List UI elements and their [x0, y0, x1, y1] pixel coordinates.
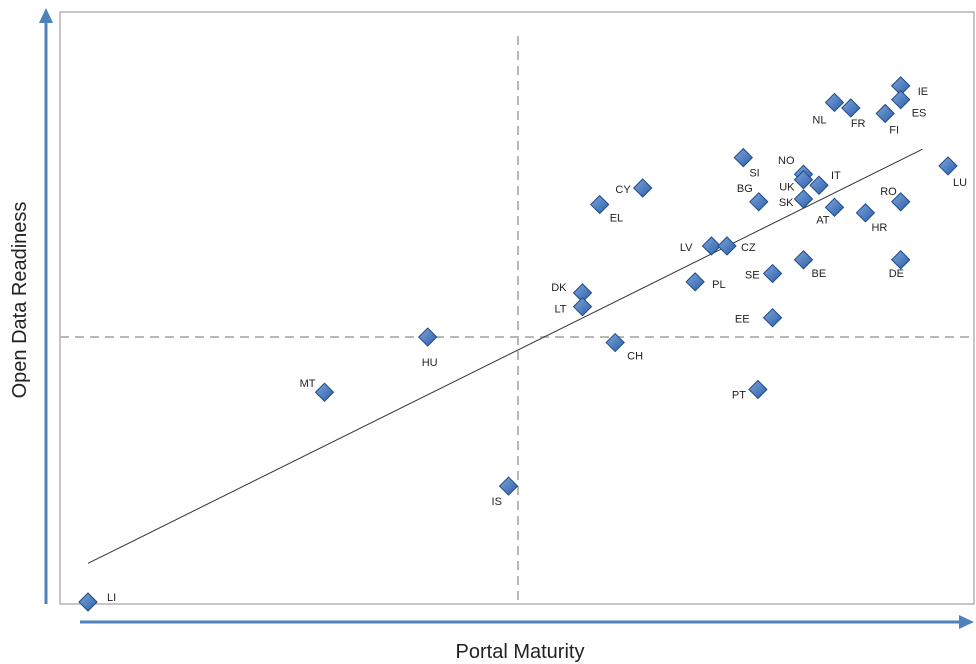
data-label-el: EL	[610, 213, 623, 225]
x-axis-arrow	[80, 615, 974, 629]
data-point-se	[762, 263, 783, 284]
y-axis-title: Open Data Readiness	[9, 202, 31, 399]
y-axis-arrow	[39, 8, 53, 604]
data-label-mt: MT	[300, 378, 316, 390]
data-label-ro: RO	[880, 186, 897, 198]
data-label-de: DE	[889, 268, 904, 280]
data-label-no: NO	[778, 155, 795, 167]
data-point-fi	[875, 103, 895, 124]
data-label-lu: LU	[953, 177, 967, 189]
data-label-uk: UK	[779, 182, 795, 194]
data-label-hr: HR	[871, 222, 887, 234]
data-label-ie: IE	[918, 86, 928, 98]
data-label-es: ES	[912, 108, 927, 120]
data-point-de	[890, 250, 911, 270]
data-point-pt	[748, 379, 768, 400]
data-label-cz: CZ	[741, 242, 756, 254]
data-label-se: SE	[745, 270, 760, 282]
data-label-at: AT	[816, 214, 830, 226]
trend-line	[87, 148, 923, 564]
data-point-bg	[749, 192, 769, 212]
data-point-it	[809, 175, 829, 195]
data-point-lv	[701, 236, 722, 256]
data-label-fi: FI	[889, 124, 899, 136]
data-point-ch	[605, 332, 625, 353]
data-point-li	[78, 592, 98, 612]
data-point-el	[589, 194, 610, 215]
data-point-sk	[793, 189, 814, 209]
data-label-lv: LV	[680, 242, 693, 254]
data-point-hr	[855, 203, 876, 223]
data-label-bg: BG	[737, 183, 753, 195]
data-label-sk: SK	[779, 197, 794, 209]
data-label-si: SI	[749, 168, 759, 180]
data-label-nl: NL	[812, 114, 826, 126]
data-point-lu	[938, 156, 958, 176]
data-point-uk	[793, 170, 814, 190]
data-points: IE ES NL FR FI LU SI NO UK IT BG SK AT HR RO CY EL LV CZ BE…	[78, 76, 967, 612]
data-label-ch: CH	[627, 351, 643, 363]
data-point-nl	[824, 92, 845, 113]
data-label-fr: FR	[851, 118, 866, 130]
data-point-lt	[572, 296, 593, 317]
data-label-dk: DK	[551, 282, 567, 294]
data-point-mt	[314, 382, 335, 402]
data-label-is: IS	[492, 496, 502, 508]
data-point-cy	[632, 178, 653, 198]
data-label-pt: PT	[732, 389, 746, 401]
data-point-pl	[685, 272, 705, 292]
data-label-ee: EE	[735, 314, 750, 326]
data-point-si	[733, 147, 754, 168]
data-point-ro	[890, 192, 911, 212]
data-label-li: LI	[107, 592, 116, 604]
data-point-hu	[417, 327, 438, 347]
data-label-cy: CY	[615, 184, 631, 196]
data-point-at	[824, 197, 845, 218]
data-label-it: IT	[831, 170, 841, 182]
data-point-is	[498, 476, 519, 496]
data-point-es	[890, 89, 911, 110]
data-point-fr	[841, 98, 861, 118]
data-label-hu: HU	[422, 357, 438, 369]
x-axis-title: Portal Maturity	[456, 641, 585, 663]
data-label-pl: PL	[712, 279, 725, 291]
data-label-lt: LT	[554, 304, 566, 316]
data-point-cz	[717, 236, 737, 256]
data-label-be: BE	[812, 268, 827, 280]
data-point-be	[793, 250, 814, 270]
data-point-ee	[762, 308, 783, 328]
